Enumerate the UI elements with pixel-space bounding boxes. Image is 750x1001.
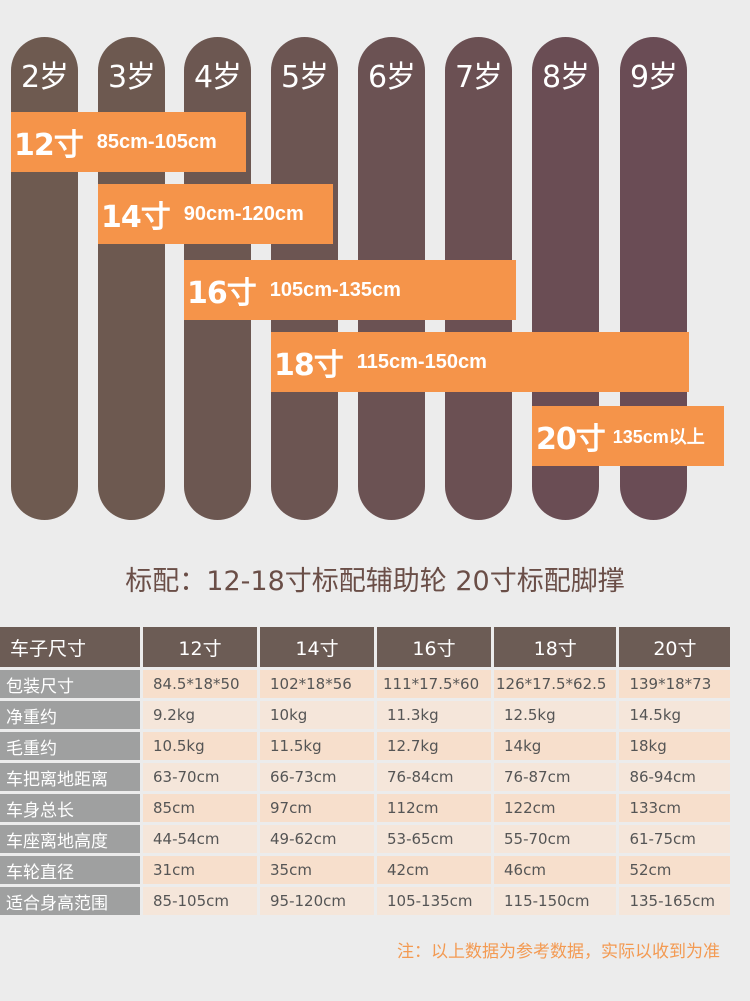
size-bar-12: 12寸 85cm-105cm (11, 112, 246, 172)
row-label: 车把离地距离 (0, 763, 140, 791)
row-label: 车身总长 (0, 794, 140, 822)
table-cell: 14kg (494, 732, 617, 760)
size-bar-range: 135cm以上 (612, 427, 705, 447)
table-row: 车把离地距离 63-70cm 66-73cm 76-84cm 76-87cm 8… (0, 763, 731, 791)
standard-accessories-caption: 标配：12-18寸标配辅助轮 20寸标配脚撑 (125, 566, 625, 597)
table-cell: 10kg (260, 701, 374, 729)
age-label-8: 8岁 (541, 60, 590, 95)
row-label: 车座离地高度 (0, 825, 140, 853)
size-bar-range: 85cm-105cm (96, 130, 217, 153)
size-bar-size: 14寸 (101, 200, 171, 235)
table-cell: 115-150cm (494, 887, 617, 915)
table-cell: 126*17.5*62.5 (494, 670, 617, 698)
table-header-cell: 16寸 (377, 627, 491, 667)
table-cell: 49-62cm (260, 825, 374, 853)
table-cell: 133cm (619, 794, 731, 822)
table-cell: 18kg (619, 732, 731, 760)
age-label-9: 9岁 (629, 60, 678, 95)
age-label-7: 7岁 (454, 60, 503, 95)
age-label-5: 5岁 (280, 60, 329, 95)
row-label: 包装尺寸 (0, 670, 140, 698)
size-bar-16: 16寸 105cm-135cm (184, 260, 516, 320)
table-cell: 31cm (143, 856, 257, 884)
size-bar-size: 20寸 (536, 422, 606, 457)
table-cell: 42cm (377, 856, 491, 884)
age-pillar-3 (98, 37, 165, 520)
row-label: 适合身高范围 (0, 887, 140, 915)
table-cell: 63-70cm (143, 763, 257, 791)
table-cell: 10.5kg (143, 732, 257, 760)
table-cell: 85-105cm (143, 887, 257, 915)
size-bar-size: 18寸 (274, 348, 344, 383)
row-label: 车轮直径 (0, 856, 140, 884)
table-row: 车座离地高度 44-54cm 49-62cm 53-65cm 55-70cm 6… (0, 825, 731, 853)
reference-note: 注：以上数据为参考数据，实际以收到为准 (397, 942, 720, 962)
table-cell: 52cm (619, 856, 731, 884)
table-cell: 46cm (494, 856, 617, 884)
table-cell: 35cm (260, 856, 374, 884)
table-row: 车轮直径 31cm 35cm 42cm 46cm 52cm (0, 856, 731, 884)
age-pillar-2 (11, 37, 78, 520)
row-label: 净重约 (0, 701, 140, 729)
table-cell: 14.5kg (619, 701, 731, 729)
size-bar-20: 20寸 135cm以上 (532, 406, 724, 466)
size-bar-18: 18寸 115cm-150cm (271, 332, 689, 392)
table-cell: 112cm (377, 794, 491, 822)
table-header-cell: 18寸 (494, 627, 617, 667)
size-bar-range: 115cm-150cm (356, 350, 487, 373)
table-cell: 111*17.5*60 (377, 670, 491, 698)
table-cell: 76-84cm (377, 763, 491, 791)
table-header-cell: 12寸 (143, 627, 257, 667)
age-label-2: 2岁 (20, 60, 69, 95)
size-bar-size: 12寸 (14, 128, 84, 163)
table-cell: 95-120cm (260, 887, 374, 915)
table-cell: 12.5kg (494, 701, 617, 729)
table-cell: 11.3kg (377, 701, 491, 729)
size-bar-range: 90cm-120cm (183, 202, 304, 225)
table-row: 毛重约 10.5kg 11.5kg 12.7kg 14kg 18kg (0, 732, 731, 760)
table-row: 车身总长 85cm 97cm 112cm 122cm 133cm (0, 794, 731, 822)
table-cell: 76-87cm (494, 763, 617, 791)
table-cell: 84.5*18*50 (143, 670, 257, 698)
table-cell: 135-165cm (619, 887, 731, 915)
table-row: 适合身高范围 85-105cm 95-120cm 105-135cm 115-1… (0, 887, 731, 915)
size-bar-size: 16寸 (187, 276, 257, 311)
table-cell: 9.2kg (143, 701, 257, 729)
table-cell: 139*18*73 (619, 670, 731, 698)
size-bar-14: 14寸 90cm-120cm (98, 184, 333, 244)
table-header-cell: 20寸 (619, 627, 731, 667)
table-header-cell: 14寸 (260, 627, 374, 667)
table-row: 包装尺寸 84.5*18*50 102*18*56 111*17.5*60 12… (0, 670, 731, 698)
age-label-4: 4岁 (193, 60, 242, 95)
table-cell: 61-75cm (619, 825, 731, 853)
table-cell: 44-54cm (143, 825, 257, 853)
table-cell: 105-135cm (377, 887, 491, 915)
row-label: 毛重约 (0, 732, 140, 760)
size-bar-range: 105cm-135cm (269, 278, 401, 301)
table-cell: 122cm (494, 794, 617, 822)
table-header-cell: 车子尺寸 (0, 627, 140, 667)
table-cell: 102*18*56 (260, 670, 374, 698)
table-cell: 55-70cm (494, 825, 617, 853)
age-label-6: 6岁 (367, 60, 416, 95)
table-cell: 53-65cm (377, 825, 491, 853)
table-cell: 66-73cm (260, 763, 374, 791)
age-label-3: 3岁 (107, 60, 156, 95)
table-row: 净重约 9.2kg 10kg 11.3kg 12.5kg 14.5kg (0, 701, 731, 729)
table-cell: 11.5kg (260, 732, 374, 760)
table-header-row: 车子尺寸 12寸 14寸 16寸 18寸 20寸 (0, 627, 731, 667)
table-cell: 85cm (143, 794, 257, 822)
table-cell: 12.7kg (377, 732, 491, 760)
table-cell: 97cm (260, 794, 374, 822)
spec-table: 车子尺寸 12寸 14寸 16寸 18寸 20寸 包装尺寸 84.5*18*50… (0, 624, 733, 918)
table-cell: 86-94cm (619, 763, 731, 791)
